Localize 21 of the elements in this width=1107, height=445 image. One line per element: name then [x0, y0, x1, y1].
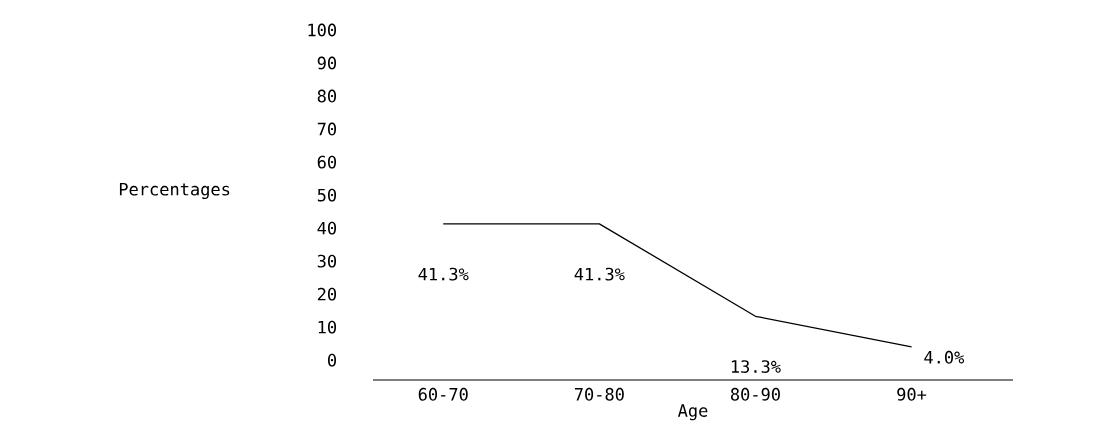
data-label: 4.0% — [924, 350, 965, 364]
y-tick-label: 50 — [317, 188, 337, 202]
y-tick-label: 80 — [317, 89, 337, 103]
y-tick-label: 0 — [328, 353, 337, 367]
x-tick-label: 90+ — [897, 387, 927, 401]
y-tick-label: 70 — [317, 122, 337, 136]
x-tick-label: 60-70 — [418, 387, 468, 401]
x-tick-label: 70-80 — [574, 387, 624, 401]
y-tick-label: 100 — [308, 23, 337, 37]
data-label: 41.3% — [574, 267, 625, 281]
y-tick-label: 10 — [318, 320, 337, 334]
y-tick-label: 30 — [317, 254, 337, 268]
y-tick-label: 40 — [317, 221, 337, 235]
y-tick-label: 60 — [317, 155, 337, 169]
x-axis-title: Age — [677, 404, 708, 421]
data-label: 13.3% — [731, 360, 781, 373]
data-label: 41.3% — [418, 267, 469, 281]
y-tick-label: 20 — [317, 287, 337, 301]
x-tick-label: 80-90 — [730, 387, 780, 401]
y-tick-label: 90 — [317, 56, 337, 70]
y-axis-title: Percentages — [119, 182, 230, 200]
